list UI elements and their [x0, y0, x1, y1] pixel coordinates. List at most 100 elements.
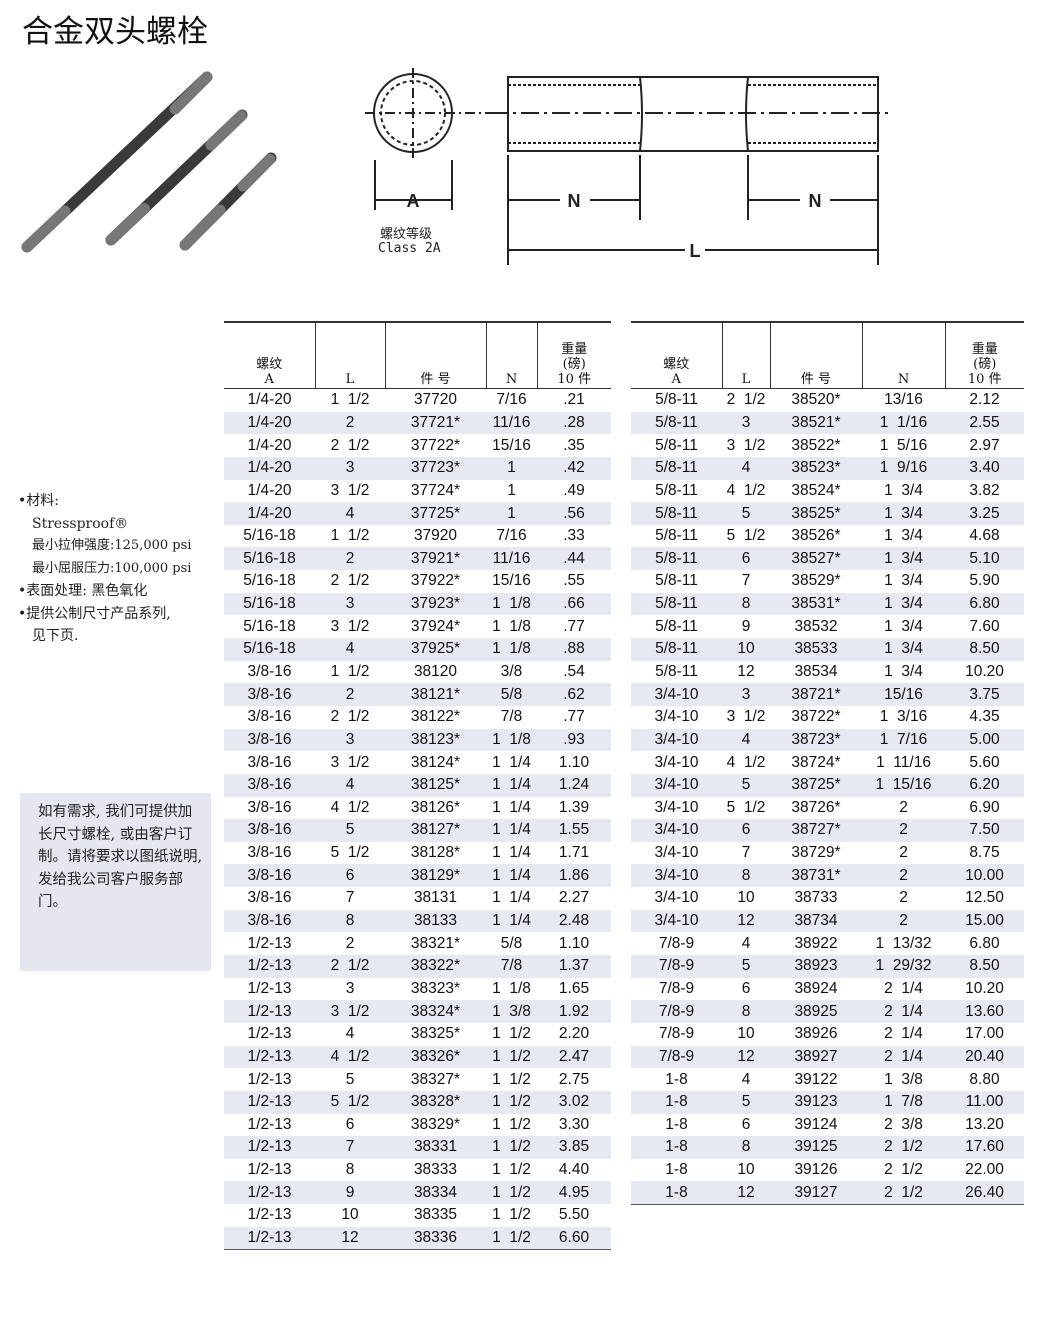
weight-cell: 1.92: [537, 1000, 611, 1023]
length-cell: 3 1/2: [726, 436, 766, 454]
table-row: 1/2-13 9 38334 1 1/2 4.95: [224, 1181, 611, 1205]
n-cell: 2 1/4: [862, 1000, 945, 1023]
n-cell: 1 3/16: [879, 708, 928, 726]
part-number-cell: 38721*: [770, 683, 862, 706]
length-cell: 2 1/2: [330, 572, 370, 590]
part-number-cell: 38527*: [770, 547, 862, 571]
table-row: 1/2-13 8 38333 1 1/2 4.40: [224, 1159, 611, 1182]
length-cell: 3: [722, 683, 770, 706]
thread-cell: 1/2-13: [224, 1226, 315, 1251]
tensile-strength: 最小拉伸强度:125,000 psi: [32, 538, 192, 553]
part-number-cell: 38324*: [385, 1000, 486, 1023]
length-cell: 2 1/2: [315, 955, 385, 978]
thread-cell: 1/2-13: [247, 1115, 292, 1133]
weight-cell: 13.20: [965, 1115, 1004, 1133]
weight-cell: 17.60: [945, 1136, 1024, 1159]
table-row: 3/8-16 5 1/2 38128* 1 1/4 1.71: [224, 842, 611, 865]
table-row: 5/8-11 4 1/2 38524* 1 3/4 3.82: [631, 480, 1024, 503]
table-row: 3/8-16 1 1/2 38120 3/8 .54: [224, 661, 611, 684]
n-cell: 15/16: [492, 436, 531, 454]
thread-cell: 1/4-20: [247, 436, 292, 454]
stud-table-right: 螺纹 A L 件 号 N 重量 (磅) 10 件 5/8-11 2 1/2 38520* 13…: [631, 321, 1024, 1206]
custom-order-note: 如有需求, 我们可提供加长尺寸螺栓, 或由客户订制。请将要求以图纸说明, 发给我…: [20, 793, 211, 971]
weight-cell: 2.97: [969, 436, 1000, 454]
table-row: 3/4-10 5 1/2 38726* 2 6.90: [631, 797, 1024, 820]
col-thread: 螺纹 A: [631, 321, 722, 389]
length-cell: 3 1/2: [330, 481, 370, 499]
weight-cell: 2.55: [945, 411, 1024, 435]
thread-cell: 1-8: [631, 1136, 722, 1159]
thread-cell: 1/4-20: [247, 391, 292, 409]
part-number-cell: 39124: [794, 1115, 838, 1133]
label-n-left: N: [568, 191, 581, 211]
thread-cell: 7/8-9: [631, 1045, 722, 1069]
length-cell: 7: [345, 889, 355, 907]
table-row: 5/8-11 9 38532 1 3/4 7.60: [631, 615, 1024, 638]
table-row: 3/4-10 5 38725* 1 15/16 6.20: [631, 773, 1024, 797]
n-cell: 7/16: [496, 391, 527, 409]
col-l: L: [314, 321, 385, 389]
length-cell: 6: [722, 547, 770, 571]
thread-cell: 1/2-13: [224, 1045, 315, 1069]
length-cell: 9: [315, 1181, 385, 1205]
thread-cell: 3/8-16: [224, 864, 315, 888]
thread-cell: 1/2-13: [224, 955, 315, 978]
length-cell: 6: [741, 1115, 751, 1133]
length-cell: 10: [341, 1206, 359, 1224]
table-row: 3/8-16 5 38127* 1 1/4 1.55: [224, 819, 611, 842]
part-number-cell: 38532: [794, 617, 838, 635]
table-row: 5/16-18 3 1/2 37924* 1 1/8 .77: [224, 615, 611, 638]
n-cell: 2 1/2: [884, 1161, 923, 1179]
weight-cell: 3.85: [537, 1136, 611, 1159]
table-row: 5/8-11 3 38521* 1 1/16 2.55: [631, 411, 1024, 435]
length-cell: 4: [315, 502, 385, 525]
table-row: 1/2-13 3 1/2 38324* 1 3/8 1.92: [224, 1000, 611, 1023]
thread-cell: 7/8-9: [658, 979, 695, 997]
part-number-cell: 38331: [385, 1136, 486, 1159]
length-cell: 2: [315, 547, 385, 571]
table-row: 1-8 8 39125 2 1/2 17.60: [631, 1136, 1024, 1159]
length-cell: 4 1/2: [726, 753, 766, 771]
thread-cell: 1/2-13: [224, 1000, 315, 1023]
metric-note: •提供公制尺寸产品系列,: [18, 605, 171, 622]
weight-cell: .49: [563, 481, 585, 499]
part-number-cell: 38335: [413, 1206, 458, 1224]
thread-cell: 3/4-10: [631, 683, 722, 706]
length-cell: 12: [737, 663, 755, 680]
length-cell: 5 1/2: [330, 844, 370, 862]
n-cell: 2: [899, 889, 908, 907]
thread-cell: 1/2-13: [247, 979, 292, 997]
n-cell: 2: [862, 909, 945, 933]
n-cell: 1 3/4: [884, 617, 923, 635]
weight-cell: 20.40: [945, 1045, 1024, 1069]
length-cell: 3 1/2: [726, 708, 766, 726]
table-row: 1/4-20 3 1/2 37724* 1 .49: [224, 480, 611, 503]
weight-cell: 22.00: [965, 1161, 1004, 1179]
length-cell: 3: [315, 728, 385, 752]
n-cell: 1 1/4: [486, 909, 537, 933]
part-number-cell: 38525*: [770, 502, 862, 525]
length-cell: 3: [722, 411, 770, 435]
table-row: 3/8-16 4 38125* 1 1/4 1.24: [224, 773, 611, 797]
table-row: 7/8-9 5 38923 1 29/32 8.50: [631, 955, 1024, 978]
n-cell: 2 1/4: [884, 1025, 923, 1043]
part-number-cell: 38924: [794, 979, 838, 997]
thread-cell: 1-8: [665, 1115, 688, 1133]
weight-cell: .77: [563, 708, 585, 726]
weight-cell: 1.65: [558, 979, 590, 997]
part-number-cell: 38334: [385, 1181, 486, 1205]
thread-cell: 3/4-10: [654, 844, 699, 862]
thread-cell: 7/8-9: [631, 1000, 722, 1023]
part-number-cell: 37721*: [385, 411, 486, 435]
table-row: 3/8-16 3 1/2 38124* 1 1/4 1.10: [224, 751, 611, 774]
weight-cell: .28: [537, 411, 611, 435]
n-cell: 2 3/8: [884, 1115, 923, 1133]
n-cell: 1 1/4: [492, 798, 531, 816]
n-cell: 1 1/8: [492, 617, 531, 635]
table-row: 3/4-10 6 38727* 2 7.50: [631, 819, 1024, 842]
table-row: 1/2-13 7 38331 1 1/2 3.85: [224, 1136, 611, 1159]
part-number-cell: 37924*: [410, 617, 461, 635]
table-row: 3/4-10 3 1/2 38722* 1 3/16 4.35: [631, 706, 1024, 729]
thread-cell: 5/8-11: [655, 663, 698, 680]
n-cell: 2: [899, 844, 908, 862]
